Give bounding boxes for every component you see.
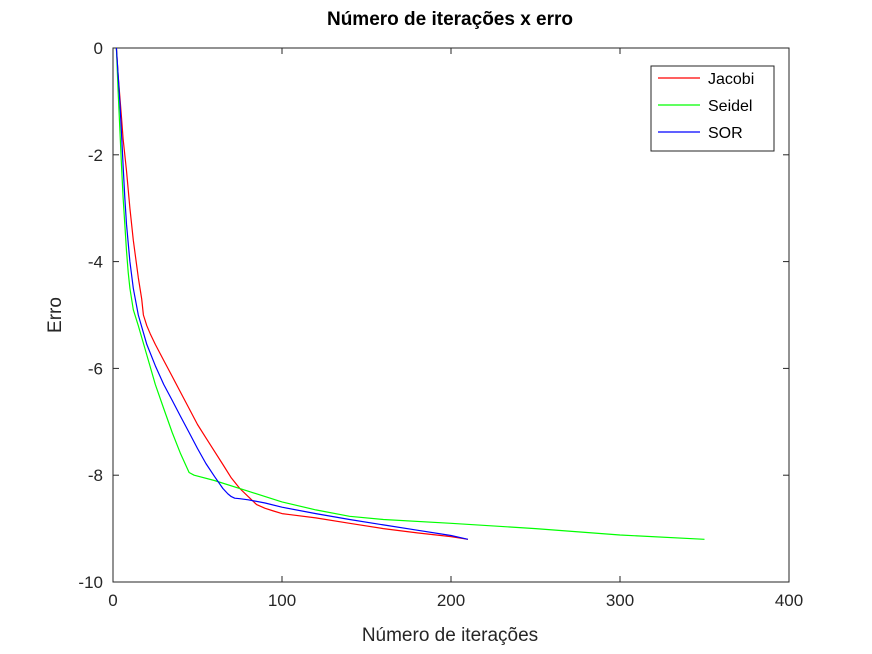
y-tick-label: -4	[88, 253, 103, 272]
series-line-seidel	[115, 47, 705, 540]
series-layer	[115, 47, 705, 540]
y-tick-label: -10	[78, 573, 103, 592]
x-tick-label: 100	[268, 591, 296, 610]
chart-title: Número de iterações x erro	[327, 9, 573, 30]
x-axis: 0 100 200 300 400	[108, 48, 803, 610]
legend-label-sor: SOR	[708, 125, 743, 142]
y-tick-label: -2	[88, 146, 103, 165]
x-tick-label: 200	[437, 591, 465, 610]
legend: Jacobi Seidel SOR	[650, 65, 775, 152]
series-line-sor	[115, 47, 469, 540]
series-line-jacobi	[115, 47, 468, 540]
x-tick-label: 0	[108, 591, 117, 610]
legend-label-jacobi: Jacobi	[708, 71, 754, 88]
y-axis: 0 -2 -4 -6 -8 -10	[78, 39, 789, 592]
legend-box	[650, 65, 775, 152]
y-tick-label: -8	[88, 466, 103, 485]
legend-label-seidel: Seidel	[708, 98, 752, 115]
y-tick-label: -6	[88, 359, 103, 378]
x-tick-label: 300	[606, 591, 634, 610]
y-tick-label: 0	[94, 39, 103, 58]
x-tick-label: 400	[775, 591, 803, 610]
y-axis-label: Erro	[45, 297, 66, 333]
x-axis-label: Número de iterações	[362, 625, 538, 646]
plot-area: 0 100 200 300 400 0 -2 -4 -6 -8 -10	[78, 39, 803, 610]
